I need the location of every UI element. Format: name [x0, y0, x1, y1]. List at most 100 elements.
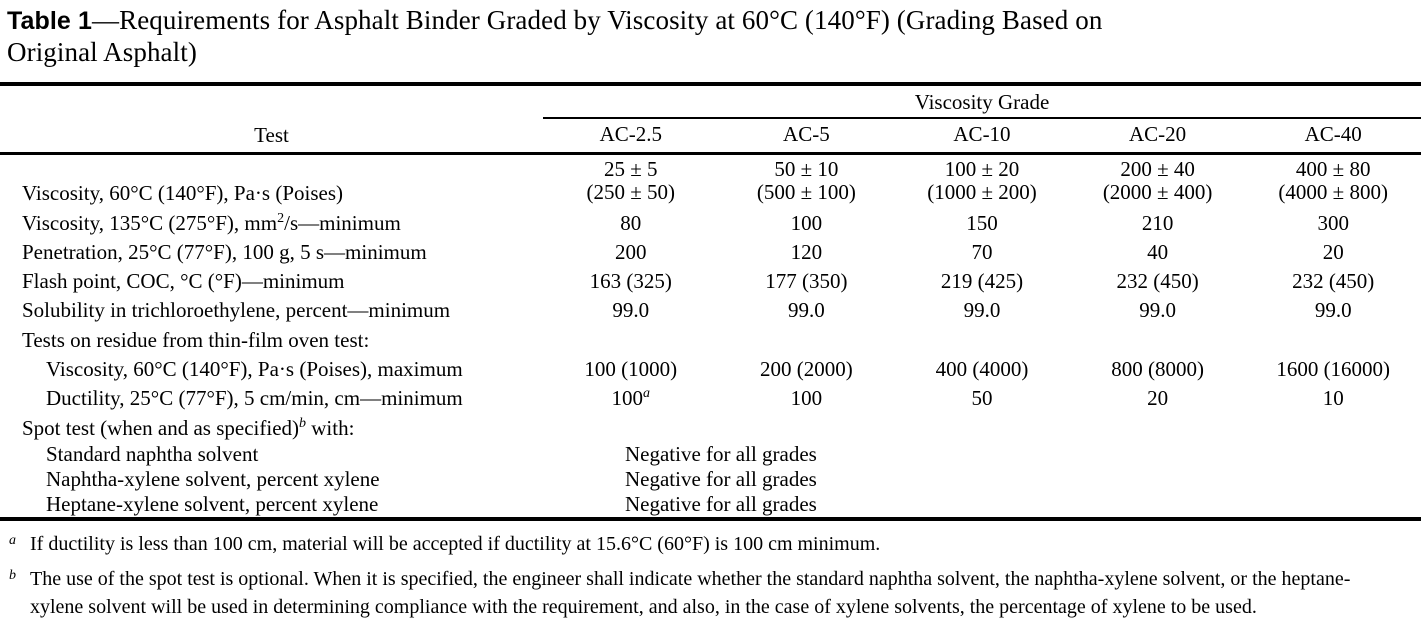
- row-label: Naphtha-xylene solvent, percent xylene: [46, 466, 380, 491]
- cell-value: 163 (325): [589, 268, 672, 293]
- cell-value: 177 (350): [765, 268, 848, 293]
- group-header-row: Test Viscosity Grade: [0, 83, 1421, 155]
- cell-value: 400 ± 80 (4000 ± 800): [1245, 153, 1421, 208]
- cell-value: 232 (450): [1116, 268, 1199, 293]
- test-column-header: Test: [0, 83, 543, 155]
- label-post: /s—minimum: [284, 210, 401, 235]
- value-line1: 400 ± 80: [1295, 156, 1371, 181]
- row-label: Viscosity, 60°C (140°F), Pa·s (Poises): [22, 180, 344, 205]
- footnote-b-text: The use of the spot test is optional. Wh…: [30, 567, 1351, 618]
- row-spot-section: Spot test (when and as specified)b with:: [0, 412, 1421, 442]
- value-text: 100: [611, 385, 644, 410]
- section-label: Tests on residue from thin-film oven tes…: [22, 327, 370, 352]
- row-solubility: Solubility in trichloroethylene, percent…: [0, 295, 1421, 324]
- value-line2: (2000 ± 400): [1102, 179, 1213, 204]
- label-superscript: 2: [277, 210, 285, 226]
- cell-value: 210: [1141, 210, 1174, 235]
- value-line2: (250 ± 50): [586, 179, 676, 204]
- cell-value: 100 (1000): [584, 356, 678, 381]
- table-title-text: —Requirements for Asphalt Binder Graded …: [7, 5, 1103, 68]
- cell-value: 200 ± 40 (2000 ± 400): [1070, 153, 1246, 208]
- footnote-a-text: If ductility is less than 100 cm, materi…: [30, 532, 881, 555]
- grade-header-ac5: AC-5: [718, 117, 895, 155]
- table-body: Viscosity, 60°C (140°F), Pa·s (Poises) 2…: [0, 153, 1421, 519]
- row-flash-point: Flash point, COC, °C (°F)—minimum 163 (3…: [0, 266, 1421, 295]
- cell-value: 150: [966, 210, 998, 235]
- cell-value: 80: [620, 210, 642, 235]
- cell-value: 99.0: [1314, 297, 1352, 322]
- row-label: Penetration, 25°C (77°F), 100 g, 5 s—min…: [22, 239, 427, 264]
- footnote-ref-b: b: [299, 415, 307, 431]
- row-label: Viscosity, 60°C (140°F), Pa·s (Poises), …: [46, 356, 463, 381]
- row-residue-viscosity: Viscosity, 60°C (140°F), Pa·s (Poises), …: [0, 354, 1421, 383]
- footnote-b-marker: b: [9, 567, 16, 583]
- value-line1: 200 ± 40: [1120, 156, 1195, 181]
- cell-value: 20: [1147, 385, 1169, 410]
- value-line2: (4000 ± 800): [1278, 179, 1388, 204]
- table-title: Table 1—Requirements for Asphalt Binder …: [0, 4, 1167, 69]
- row-label: Flash point, COC, °C (°F)—minimum: [22, 268, 345, 293]
- row-spot-naphtha-xylene: Naphtha-xylene solvent, percent xylene N…: [0, 467, 1421, 492]
- footnote-a: a If ductility is less than 100 cm, mate…: [0, 530, 1426, 558]
- cell-value: 100: [790, 210, 823, 235]
- grade-header-ac20: AC-20: [1069, 117, 1246, 155]
- cell-value: 99.0: [788, 297, 825, 322]
- label-post: with:: [306, 415, 355, 440]
- cell-value: 70: [971, 239, 993, 264]
- cell-value: 200 (2000): [760, 356, 853, 381]
- section-label: Spot test (when and as specified)b with:: [0, 412, 1421, 442]
- cell-value: 120: [790, 239, 823, 264]
- cell-value: 100: [790, 385, 823, 410]
- cell-value: Negative for all grades: [625, 491, 817, 516]
- cell-value: Negative for all grades: [625, 441, 817, 466]
- value-line2: (1000 ± 200): [927, 179, 1037, 204]
- footnote-ref-a: a: [643, 385, 651, 401]
- requirements-table: Test Viscosity Grade AC-2.5 AC-5 AC-10 A…: [0, 81, 1421, 521]
- value-line1: 100 ± 20: [944, 156, 1020, 181]
- row-penetration: Penetration, 25°C (77°F), 100 g, 5 s—min…: [0, 237, 1421, 266]
- footnotes: a If ductility is less than 100 cm, mate…: [0, 530, 1426, 621]
- row-spot-standard-naphtha: Standard naphtha solvent Negative for al…: [0, 442, 1421, 467]
- cell-value: 100a: [543, 383, 719, 412]
- cell-value: 99.0: [963, 297, 1001, 322]
- cell-value: 400 (4000): [935, 356, 1029, 381]
- row-label: Heptane-xylene solvent, percent xylene: [46, 491, 379, 516]
- cell-value: 20: [1322, 239, 1344, 264]
- grade-header-ac10: AC-10: [894, 117, 1070, 155]
- table-number-label: Table 1: [7, 7, 92, 35]
- label-pre: Viscosity, 135°C (275°F), mm: [22, 210, 278, 235]
- footnote-a-marker: a: [9, 532, 16, 548]
- cell-value: 50: [971, 385, 993, 410]
- cell-value: 800 (8000): [1111, 356, 1204, 381]
- row-spot-heptane-xylene: Heptane-xylene solvent, percent xylene N…: [0, 492, 1421, 519]
- label-pre: Spot test (when and as specified): [22, 415, 300, 440]
- row-label: Standard naphtha solvent: [46, 441, 259, 466]
- cell-value: 40: [1147, 239, 1169, 264]
- footnote-b: b The use of the spot test is optional. …: [0, 565, 1426, 621]
- value-line1: 25 ± 5: [604, 156, 658, 181]
- row-label: Solubility in trichloroethylene, percent…: [22, 297, 451, 322]
- row-label: Ductility, 25°C (77°F), 5 cm/min, cm—min…: [46, 385, 463, 410]
- value-line2: (500 ± 100): [756, 179, 856, 204]
- cell-value: 232 (450): [1292, 268, 1375, 293]
- cell-value: 1600 (16000): [1276, 356, 1391, 381]
- row-ductility: Ductility, 25°C (77°F), 5 cm/min, cm—min…: [0, 383, 1421, 412]
- table-header: Test Viscosity Grade AC-2.5 AC-5 AC-10 A…: [0, 83, 1421, 155]
- cell-value: 10: [1322, 385, 1344, 410]
- grade-header-row: AC-2.5 AC-5 AC-10 AC-20 AC-40: [0, 117, 1421, 155]
- cell-value: 99.0: [612, 297, 650, 322]
- cell-value: 300: [1317, 210, 1349, 235]
- viscosity-grade-group-header: Viscosity Grade: [543, 83, 1421, 119]
- row-viscosity-60: Viscosity, 60°C (140°F), Pa·s (Poises) 2…: [0, 153, 1421, 208]
- cell-value: 50 ± 10 (500 ± 100): [719, 153, 895, 208]
- grade-header-ac25: AC-2.5: [543, 117, 719, 155]
- cell-value: 25 ± 5 (250 ± 50): [543, 153, 719, 208]
- cell-value: Negative for all grades: [625, 466, 817, 491]
- row-viscosity-135: Viscosity, 135°C (275°F), mm2/s—minimum …: [0, 208, 1421, 237]
- value-line1: 50 ± 10: [774, 156, 839, 181]
- grade-header-ac40: AC-40: [1245, 117, 1421, 155]
- row-label: Viscosity, 135°C (275°F), mm2/s—minimum: [0, 208, 543, 237]
- cell-value: 99.0: [1139, 297, 1176, 322]
- row-residue-section: Tests on residue from thin-film oven tes…: [0, 324, 1421, 354]
